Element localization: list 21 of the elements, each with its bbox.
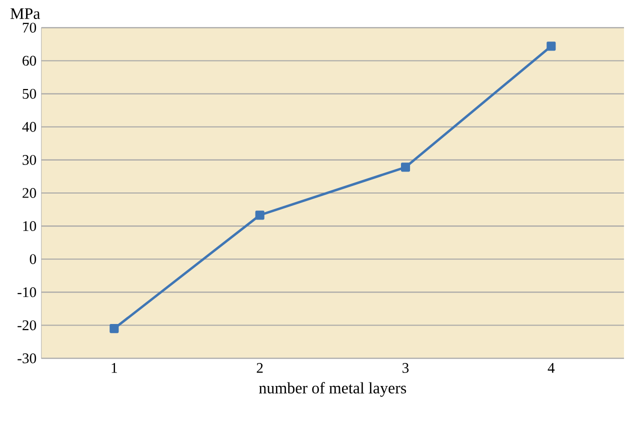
y-tick-label: 40: [22, 122, 36, 132]
y-axis-title: MPa: [10, 8, 40, 19]
point: [546, 42, 556, 51]
point: [400, 162, 410, 172]
y-tick-label: -30: [18, 353, 36, 364]
y-tick-label: -20: [18, 320, 36, 330]
y-tick-label: 60: [22, 56, 36, 66]
x-tick-label: 2: [256, 363, 263, 373]
y-tick-label: 30: [22, 154, 36, 165]
y-tick-label: 50: [22, 88, 36, 99]
y-tick-label: -10: [18, 287, 36, 298]
x-tick-label: 1: [112, 363, 117, 373]
x-tick-label: 4: [548, 363, 555, 373]
y-tick-label: 70: [22, 22, 36, 33]
point: [110, 324, 119, 334]
x-axis-title: number of metal layers: [259, 382, 406, 397]
y-tick-label: 0: [30, 254, 36, 264]
y-tick-label: 10: [23, 221, 36, 232]
point: [255, 210, 264, 220]
y-tick-label: 20: [22, 188, 36, 198]
x-tick-label: 3: [402, 363, 409, 373]
